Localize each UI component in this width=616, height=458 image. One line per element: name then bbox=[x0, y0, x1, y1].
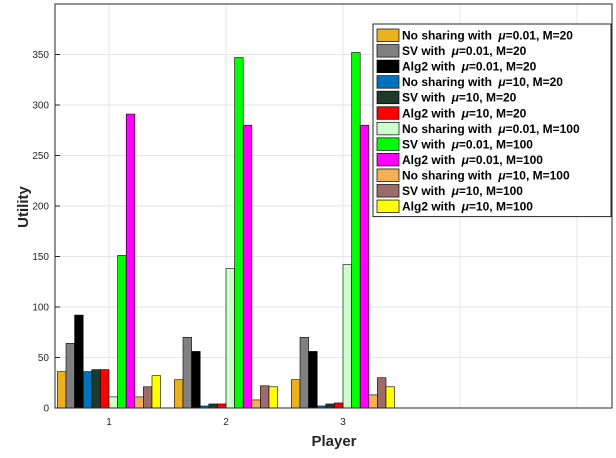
legend-swatch bbox=[376, 168, 400, 182]
legend-swatch bbox=[376, 137, 400, 151]
bar bbox=[208, 403, 218, 409]
bar bbox=[182, 336, 192, 409]
bar bbox=[91, 369, 101, 409]
y-tick-label: 100 bbox=[32, 303, 49, 314]
x-tick-label: 3 bbox=[340, 417, 346, 428]
y-tick-label: 200 bbox=[32, 202, 49, 213]
bar bbox=[108, 396, 118, 409]
legend-swatch bbox=[376, 121, 400, 136]
legend-box bbox=[372, 23, 612, 218]
legend-entry: Alg2 with μ=0.01, M=100 bbox=[402, 153, 543, 167]
bar bbox=[82, 371, 93, 409]
y-axis-label: Utility bbox=[15, 186, 32, 228]
legend-entry: No sharing with μ=10, M=20 bbox=[402, 75, 563, 89]
bar bbox=[191, 351, 201, 409]
legend-entry: Alg2 with μ=10, M=100 bbox=[402, 200, 533, 214]
bar bbox=[134, 396, 144, 409]
y-tick-label: 50 bbox=[38, 353, 50, 364]
legend-entry: No sharing with μ=0.01, M=20 bbox=[402, 29, 573, 43]
y-tick-label: 250 bbox=[32, 151, 49, 162]
y-tick-label: 350 bbox=[32, 50, 49, 61]
bar bbox=[125, 113, 136, 409]
bar bbox=[151, 375, 161, 409]
bar bbox=[299, 336, 309, 409]
bar bbox=[334, 402, 344, 409]
bar bbox=[100, 369, 110, 409]
bar bbox=[65, 343, 75, 409]
bar bbox=[225, 268, 235, 409]
legend-swatch bbox=[376, 28, 400, 42]
bar bbox=[117, 255, 127, 409]
y-tick-label: 150 bbox=[32, 252, 49, 263]
bar bbox=[260, 385, 270, 409]
legend-swatch bbox=[376, 90, 400, 105]
legend-swatch bbox=[376, 153, 400, 167]
bar bbox=[268, 386, 278, 409]
legend-swatch bbox=[376, 184, 400, 198]
y-tick-label: 300 bbox=[32, 101, 49, 112]
bar bbox=[291, 379, 301, 409]
y-tick-labels: 0 50 100 150 200 250 300 350 bbox=[32, 50, 49, 415]
bar bbox=[251, 399, 261, 409]
legend-entry: SV with μ=0.01, M=100 bbox=[402, 137, 533, 151]
bar bbox=[308, 351, 318, 409]
bar bbox=[143, 386, 153, 409]
legend-entry: SV with μ=10, M=100 bbox=[402, 184, 523, 198]
legend-entry: No sharing with μ=0.01, M=100 bbox=[402, 122, 580, 136]
bar bbox=[74, 314, 84, 409]
bar bbox=[325, 403, 335, 409]
legend-swatch bbox=[376, 199, 400, 213]
bar bbox=[368, 394, 378, 409]
bar bbox=[377, 377, 387, 409]
legend-swatch bbox=[376, 75, 400, 89]
legend-entry: SV with μ=10, M=20 bbox=[402, 91, 517, 105]
bar bbox=[351, 52, 361, 409]
x-tick-labels: 1 2 3 bbox=[106, 417, 346, 428]
bar bbox=[359, 124, 370, 409]
bar bbox=[242, 124, 253, 409]
y-tick-label: 0 bbox=[43, 404, 49, 415]
bar bbox=[342, 264, 352, 409]
bar bbox=[234, 57, 244, 409]
legend-swatch bbox=[376, 44, 400, 58]
bars-group bbox=[57, 52, 395, 409]
legend-swatch bbox=[376, 59, 400, 73]
bar bbox=[174, 379, 184, 409]
bar bbox=[385, 386, 395, 409]
legend-swatch bbox=[376, 106, 400, 120]
x-axis-label: Player bbox=[311, 433, 356, 450]
legend-entry: Alg2 with μ=10, M=20 bbox=[402, 106, 527, 120]
bar bbox=[217, 403, 227, 409]
x-tick-label: 2 bbox=[223, 417, 229, 428]
x-tick-label: 1 bbox=[106, 417, 112, 428]
bar bbox=[57, 371, 67, 409]
legend-entry: SV with μ=0.01, M=20 bbox=[402, 44, 527, 58]
legend-entry: No sharing with μ=10, M=100 bbox=[402, 168, 570, 182]
axes bbox=[54, 3, 613, 409]
legend-entry: Alg2 with μ=0.01, M=20 bbox=[402, 60, 537, 74]
